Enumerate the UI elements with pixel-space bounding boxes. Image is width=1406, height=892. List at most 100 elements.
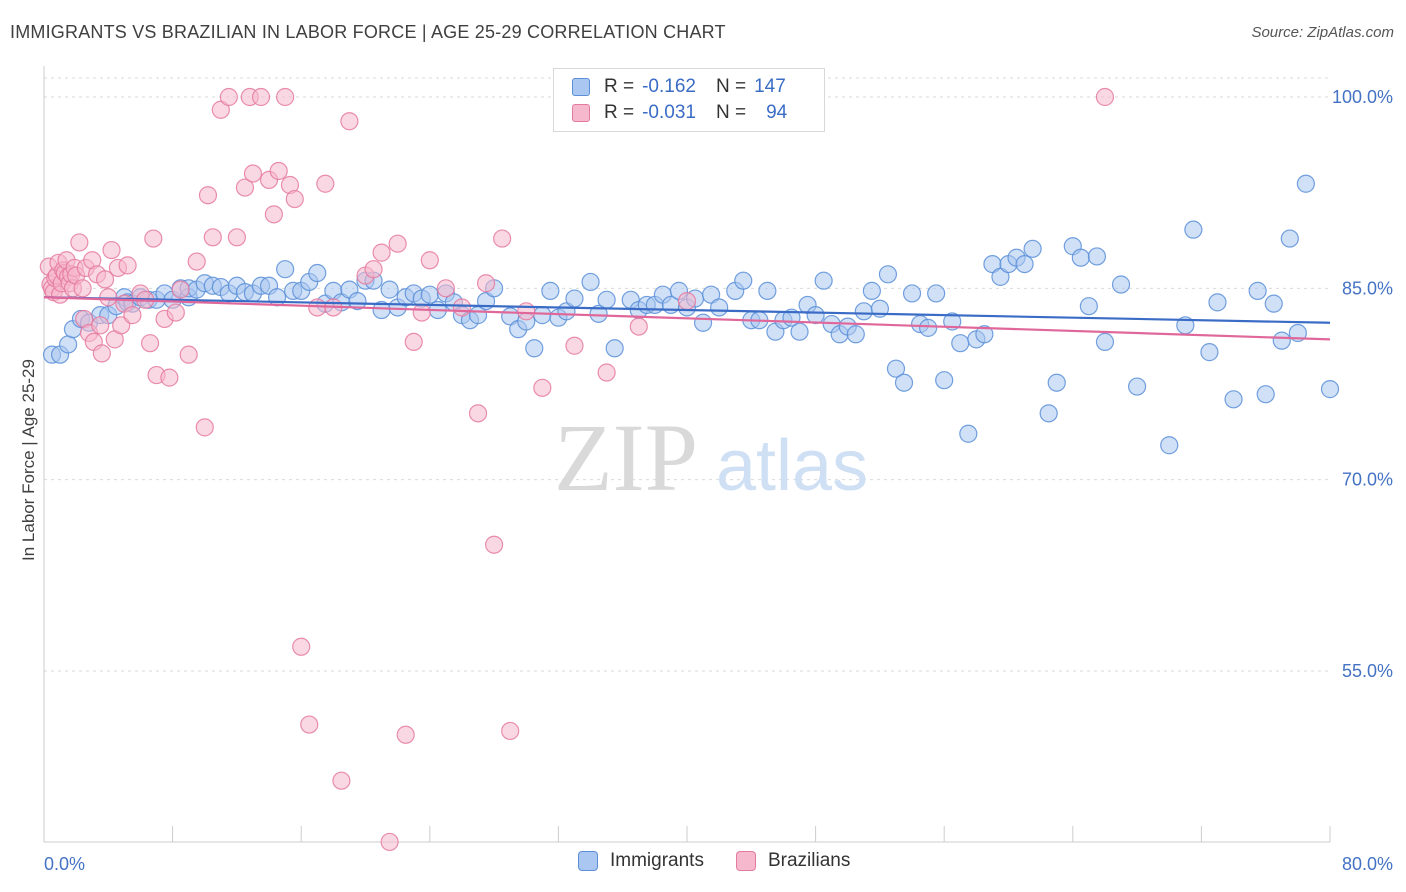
brazilians-swatch [735,851,756,871]
brazilians-point [597,363,616,382]
immigrants-point [814,271,833,290]
immigrants-point [1320,380,1340,399]
immigrants-point [565,289,584,308]
r-value: -0.031 [642,102,696,123]
brazilians-swatch [572,104,590,122]
brazilians-point [476,274,496,293]
y-tick-label: 70.0% [1342,470,1393,490]
immigrants-point [525,339,544,358]
brazilians-point [227,228,246,247]
watermark-zip: ZIP [554,404,698,511]
immigrants-point [605,339,624,358]
immigrants-point [902,284,922,303]
brazilians-point [436,279,455,298]
n-value: 94 [766,102,788,123]
brazilians-point [92,344,111,363]
brazilians-point [380,832,399,852]
brazilians-point [468,404,488,423]
immigrants-point [975,325,994,344]
immigrants-point [710,298,729,317]
immigrants-point [1280,229,1299,248]
brazilians-point [364,260,383,279]
immigrants-point [951,334,970,353]
r-value: -0.162 [642,76,696,97]
immigrants-point [1208,293,1227,312]
immigrants-point [1272,331,1291,350]
brazilians-point [533,378,552,397]
brazilians-point [166,303,185,322]
brazilians-point [340,112,359,131]
legend-row-brazilians: R = -0.031 N = 94 [572,101,787,125]
immigrants-point [380,280,399,299]
brazilians-point [300,715,319,734]
brazilians-point [332,771,351,790]
immigrants-point [1184,220,1203,239]
immigrants-point [1095,332,1115,352]
immigrants-point [935,371,954,390]
brazilians-point [219,87,238,107]
immigrants-point [597,290,616,309]
brazilians-point [501,721,520,741]
brazilians-point [316,174,335,193]
immigrants-point [1023,239,1042,258]
brazilians-point [235,178,255,197]
immigrants-point [267,288,287,307]
immigrants-point [1224,390,1243,409]
legend-label-immigrants: Immigrants [610,850,704,871]
brazilians-point [388,234,407,253]
grid-lines [44,77,1330,672]
immigrants-point [348,291,367,311]
brazilians-point [251,87,271,107]
immigrants-point [276,260,295,279]
immigrants-point [693,313,713,332]
brazilians-point [102,240,121,260]
immigrants-point [846,325,865,344]
immigrants-point [886,359,906,378]
immigrants-point [758,281,777,300]
stats-legend: R = -0.162 N = 147 R = -0.031 N = 94 [553,68,825,132]
y-tick-label: 55.0% [1342,661,1393,681]
x-tick-label: 0.0% [44,854,85,874]
immigrants-point [1160,436,1179,455]
immigrants-point [1296,174,1315,193]
immigrants-point [589,304,608,323]
immigrants-point [959,424,978,443]
immigrants-point [1071,248,1090,267]
series-legend: Immigrants Brazilians [578,850,882,872]
brazilians-point [452,298,472,317]
brazilians-point [118,256,137,275]
immigrants-point [1039,404,1058,423]
brazilians-point [95,270,115,289]
immigrants-trend-line [43,296,1331,324]
brazilians-point [677,291,697,311]
immigrants-point [308,263,327,283]
brazilians-point [420,251,439,270]
legend-row-immigrants: R = -0.162 N = 147 [572,75,786,99]
immigrants-point [1248,281,1267,300]
r-label: R = [604,102,635,123]
immigrants-point [927,284,946,303]
y-axis-label: In Labor Force | Age 25-29 [19,359,38,561]
brazilians-point [144,229,163,248]
brazilians-point [264,205,283,224]
brazilians-point [565,336,584,355]
brazilians-point [292,637,311,656]
brazilians-point [629,317,648,336]
immigrants-swatch [572,78,590,96]
immigrants-point [59,335,78,354]
immigrants-point [1087,247,1107,266]
n-value: 147 [754,76,786,97]
x-tick-label: 80.0% [1342,854,1393,874]
brazilians-point [372,243,391,262]
legend-item-immigrants: Immigrants [578,850,704,872]
brazilians-point [198,186,218,205]
immigrants-point [790,322,809,341]
immigrants-point [1200,343,1219,362]
immigrants-point [894,373,914,392]
brazilians-point [187,252,206,271]
immigrants-point [541,281,560,300]
brazilians-point [140,334,160,353]
immigrants-point [1264,294,1283,313]
brazilians-point [123,306,142,325]
n-label: N = [715,102,747,123]
